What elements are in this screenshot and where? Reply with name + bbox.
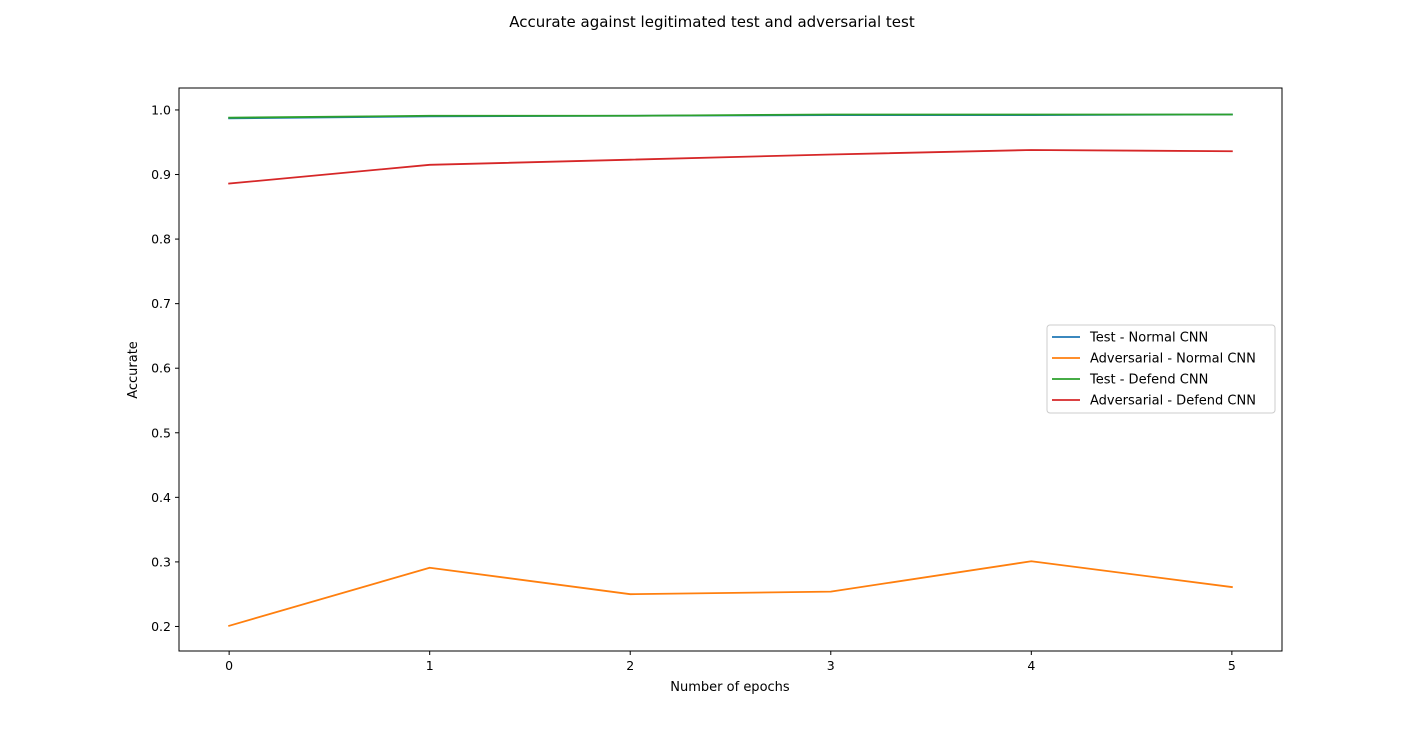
x-axis: 0 1 2 3 4 5 [225,651,1236,673]
y-tick-label: 0.5 [151,425,171,440]
y-tick-label: 0.8 [151,232,171,247]
y-tick-label: 0.4 [151,490,171,505]
series-layer [228,113,1233,627]
x-tick-label: 3 [827,658,835,673]
legend-entry-label: Test - Defend CNN [1089,373,1208,388]
legend-entry-label: Adversarial - Defend CNN [1090,394,1256,409]
x-tick-label: 1 [426,658,434,673]
plot-area-frame [178,87,1283,652]
y-tick-label: 0.7 [151,296,171,311]
legend: Test - Normal CNN Adversarial - Normal CN… [1046,324,1276,414]
chart-title: Accurate against legitimated test and ad… [509,13,915,31]
legend-entry-label: Test - Normal CNN [1089,331,1208,346]
y-tick-label: 0.6 [151,361,171,376]
y-axis-label: Accurate [126,341,141,399]
series-line-3 [228,113,1233,119]
series-line-2 [228,560,1233,627]
x-axis-label: Number of epochs [670,680,790,695]
y-axis: 0.2 0.3 0.4 0.5 0.6 0.7 0.8 0.9 1.0 [151,102,179,634]
x-tick-label: 5 [1228,658,1236,673]
y-tick-label: 1.0 [151,102,171,117]
x-tick-label: 2 [626,658,634,673]
legend-entry-label: Adversarial - Normal CNN [1090,352,1256,367]
y-tick-label: 0.2 [151,619,171,634]
x-tick-label: 0 [225,658,233,673]
series-line-4 [228,149,1233,185]
legend-box [1046,324,1276,414]
x-tick-label: 4 [1027,658,1035,673]
y-tick-label: 0.3 [151,554,171,569]
y-tick-label: 0.9 [151,167,171,182]
